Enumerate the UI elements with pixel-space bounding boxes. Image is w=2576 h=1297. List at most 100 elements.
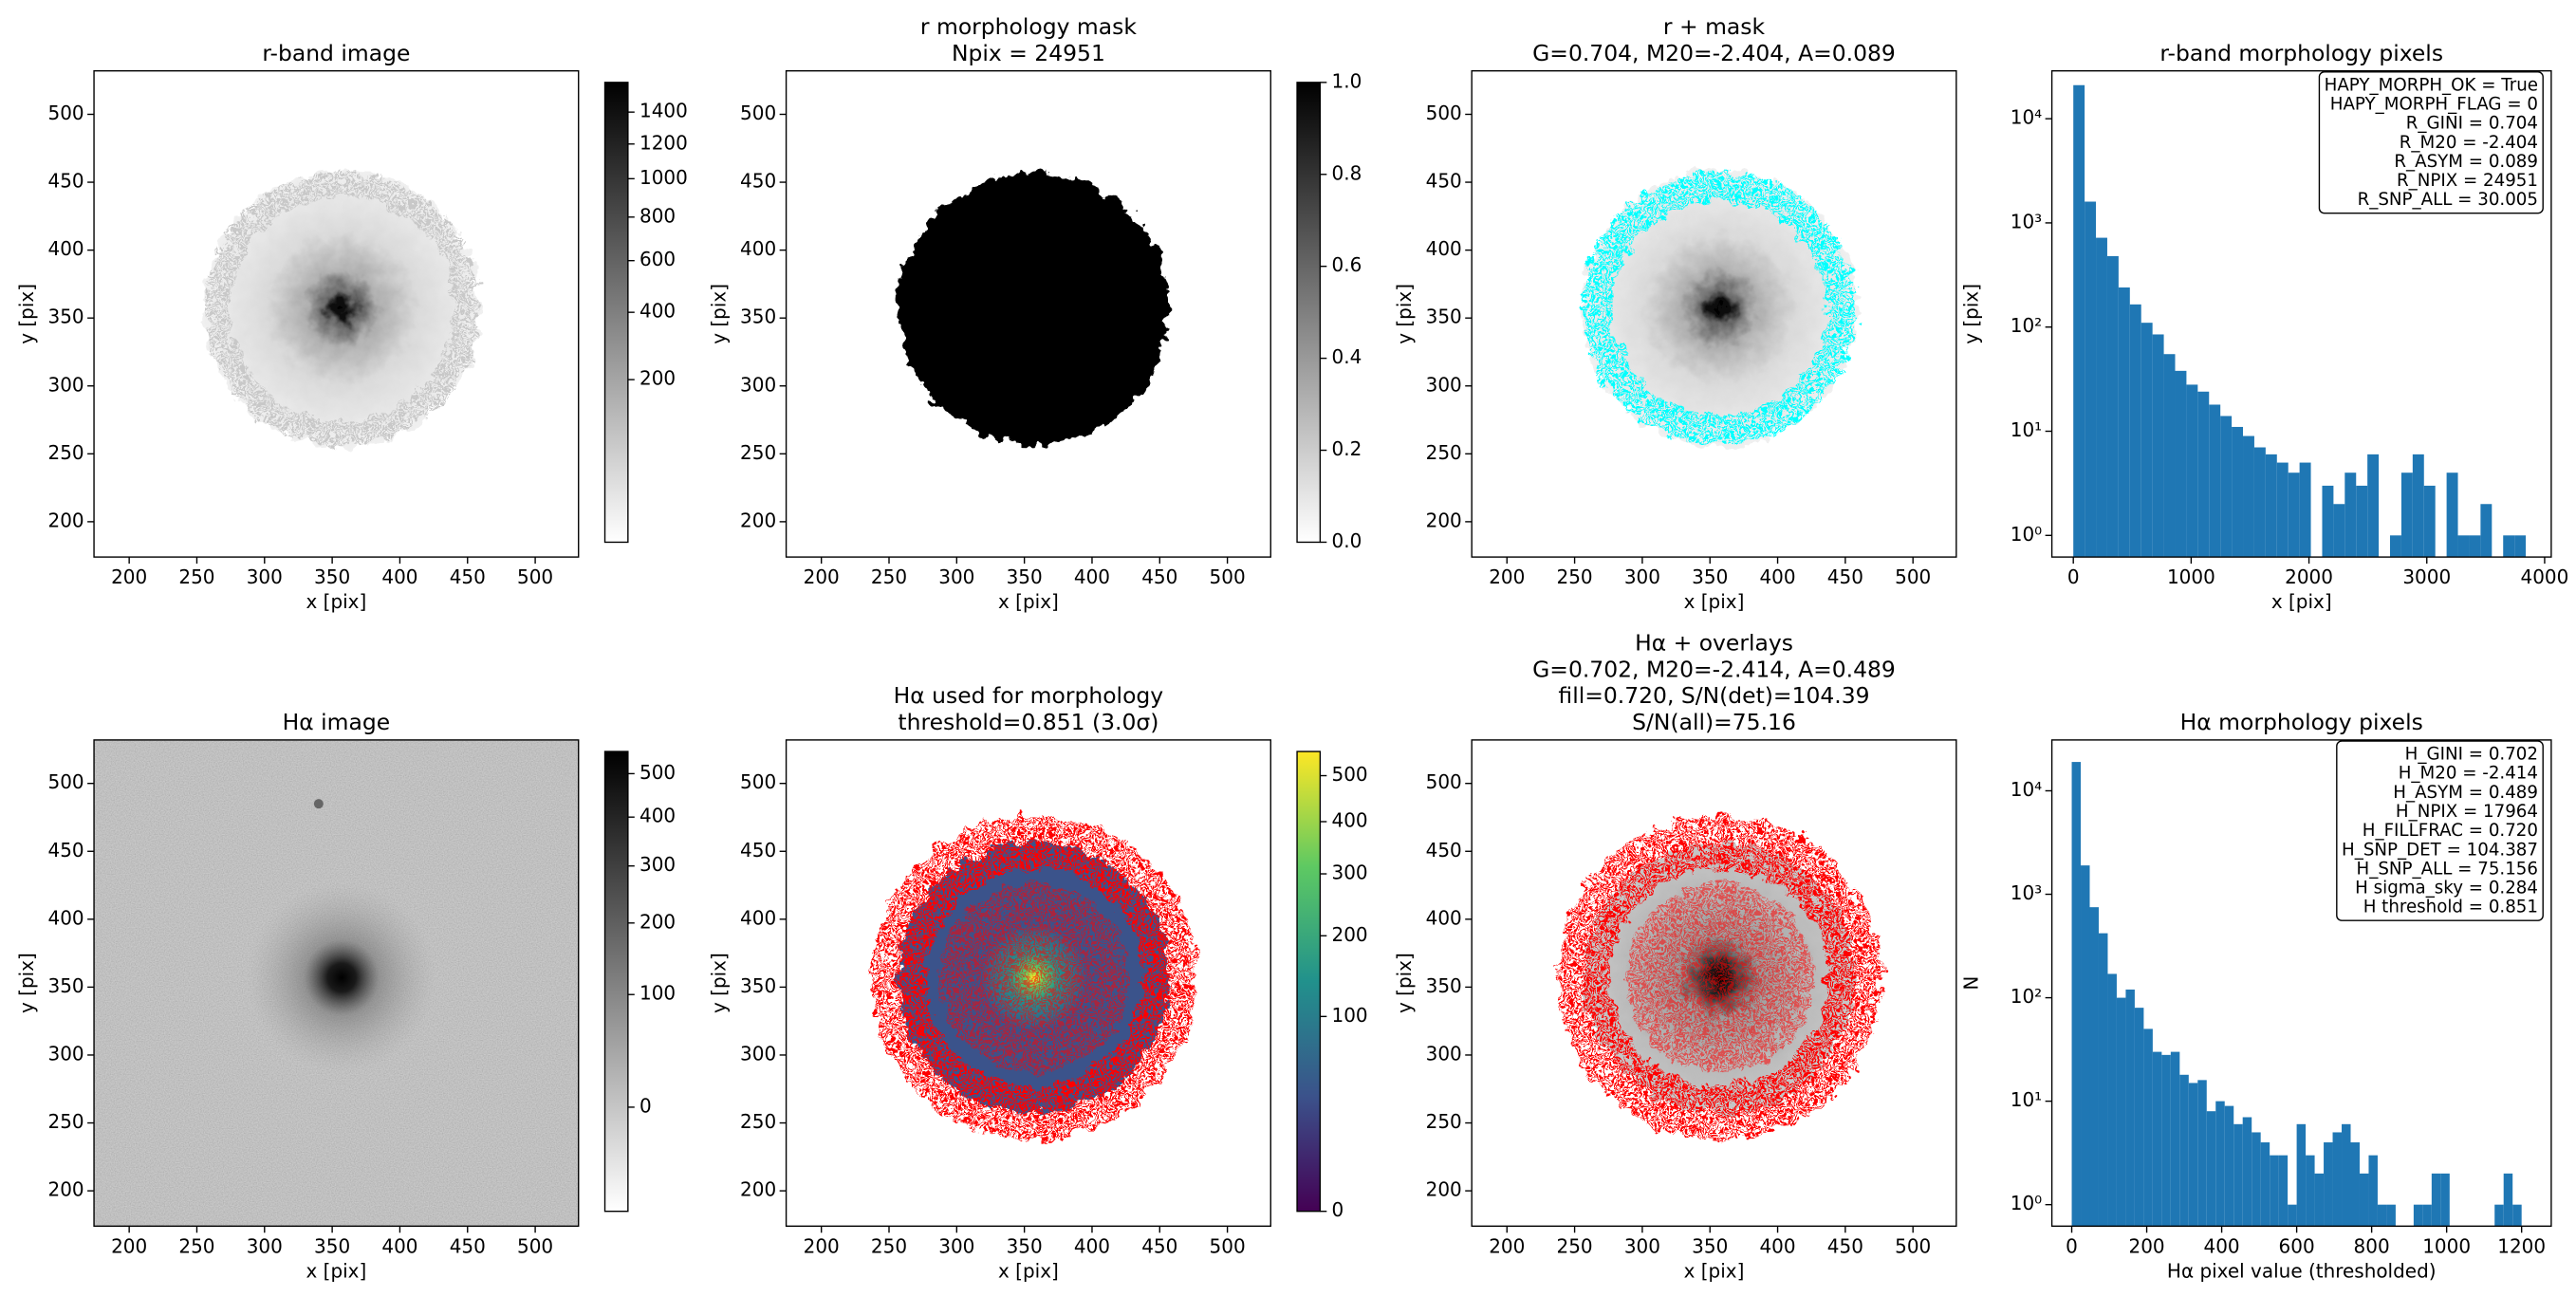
bar [2140, 323, 2153, 558]
y-tick-label: 10² [2011, 314, 2042, 337]
x-tick-label: 350 [1692, 565, 1728, 588]
colorbar-tick-label: 500 [639, 761, 676, 784]
axes-frame [2050, 69, 2552, 558]
bar [2299, 462, 2311, 558]
bar [2446, 472, 2458, 558]
colorbar-tick-label: 100 [639, 982, 676, 1005]
stats-line: H_SNP_DET = 104.387 [2342, 840, 2538, 860]
y-axis-label: y [pix] [1960, 284, 1983, 344]
image [786, 70, 1271, 558]
bar [2179, 1074, 2189, 1227]
x-tick-label: 500 [517, 565, 553, 588]
stats-line: H threshold = 0.851 [2363, 898, 2538, 917]
stats-line: H_FILLFRAC = 0.720 [2363, 821, 2538, 841]
x-tick-label: 400 [2204, 1234, 2240, 1257]
x-axis-label: x [pix] [306, 1259, 366, 1282]
colorbar-tick-label: 0.0 [1332, 529, 1362, 552]
bar [2494, 1204, 2504, 1227]
bar [2224, 1105, 2234, 1227]
panel-title: r-band morphology pixels [2159, 40, 2443, 66]
y-tick-label: 450 [1426, 839, 1462, 862]
bar [2206, 1111, 2216, 1227]
y-tick-label: 300 [1426, 373, 1462, 396]
x-axis-label: x [pix] [306, 590, 366, 613]
x-tick-label: 450 [1827, 1234, 1863, 1257]
x-tick-label: 200 [1489, 1234, 1525, 1257]
y-tick-label: 10³ [2011, 881, 2042, 904]
y-tick-label: 200 [48, 509, 84, 531]
bar [2265, 454, 2277, 558]
bar [2197, 391, 2210, 558]
x-tick-label: 250 [1557, 565, 1593, 588]
y-tick-label: 450 [740, 839, 776, 862]
image [94, 739, 579, 1227]
galaxy-edge [205, 172, 479, 446]
colorbar [1296, 82, 1322, 544]
bar [2152, 1051, 2162, 1227]
bar [2089, 907, 2099, 1227]
x-tick-label: 1000 [2422, 1234, 2471, 1257]
x-tick-label: 350 [1692, 1234, 1728, 1257]
bar [2134, 1008, 2144, 1227]
y-tick-label: 500 [1426, 102, 1462, 124]
colorbar-tick-label: 600 [639, 248, 676, 270]
x-tick-label: 300 [938, 1234, 974, 1257]
colorbar-tick-label: 1000 [639, 166, 688, 189]
bar [2342, 1123, 2351, 1227]
axes-frame [1471, 69, 1957, 558]
x-tick-label: 1000 [2167, 565, 2215, 588]
y-tick-label: 450 [740, 170, 776, 193]
bar [2503, 1173, 2513, 1227]
y-tick-label: 350 [1426, 306, 1462, 328]
bar [2431, 1173, 2441, 1227]
panel-title: G=0.704, M20=-2.404, A=0.089 [1532, 40, 1896, 66]
panel: Hα image 200 250 300 350 400 450 500 200 250 300 35… [15, 709, 676, 1282]
bar [2073, 84, 2085, 558]
bar [2220, 416, 2233, 558]
image [1472, 739, 1956, 1227]
image [94, 70, 579, 558]
y-tick-label: 10¹ [2011, 418, 2042, 441]
panel-title: Hα image [283, 709, 391, 735]
bar [2514, 535, 2527, 558]
x-axis-label: x [pix] [1684, 590, 1745, 613]
x-tick-label: 250 [871, 565, 907, 588]
colorbar [603, 750, 629, 1213]
y-tick-label: 10¹ [2011, 1088, 2042, 1111]
panel-title: r + mask [1663, 13, 1766, 40]
x-tick-label: 200 [2128, 1234, 2164, 1257]
x-axis-label: x [pix] [998, 590, 1059, 613]
y-axis-label: y [pix] [1393, 284, 1416, 344]
y-tick-label: 400 [740, 237, 776, 260]
x-tick-label: 250 [178, 1234, 214, 1257]
x-axis-label: x [pix] [2271, 590, 2332, 613]
y-tick-label: 10⁰ [2011, 523, 2042, 546]
bar [2422, 1204, 2432, 1227]
y-tick-label: 200 [1426, 509, 1462, 531]
bar [2400, 472, 2413, 558]
panel-title: Npix = 24951 [952, 40, 1105, 66]
y-tick-label: 10⁴ [2011, 778, 2042, 801]
bar [2356, 485, 2368, 558]
colorbar-tick-label: 0.6 [1332, 253, 1362, 276]
bar [2368, 1155, 2378, 1227]
bar [2170, 1051, 2180, 1227]
x-tick-label: 500 [1895, 565, 1931, 588]
bar [2085, 201, 2097, 558]
bar [2296, 1123, 2307, 1227]
bar [2252, 1132, 2261, 1227]
bar [2175, 370, 2187, 558]
x-tick-label: 4000 [2521, 565, 2569, 588]
bar [2152, 334, 2164, 558]
colorbar-tick-label: 1200 [639, 131, 688, 154]
bar [2276, 462, 2289, 558]
stats-line: R_SNP_ALL = 30.005 [2358, 190, 2538, 210]
y-tick-label: 450 [1426, 170, 1462, 193]
galaxy [203, 170, 480, 447]
bar [2359, 1173, 2369, 1227]
bar [2116, 997, 2126, 1227]
bar [2270, 1155, 2279, 1227]
bar [2322, 485, 2334, 558]
x-tick-label: 450 [450, 565, 486, 588]
